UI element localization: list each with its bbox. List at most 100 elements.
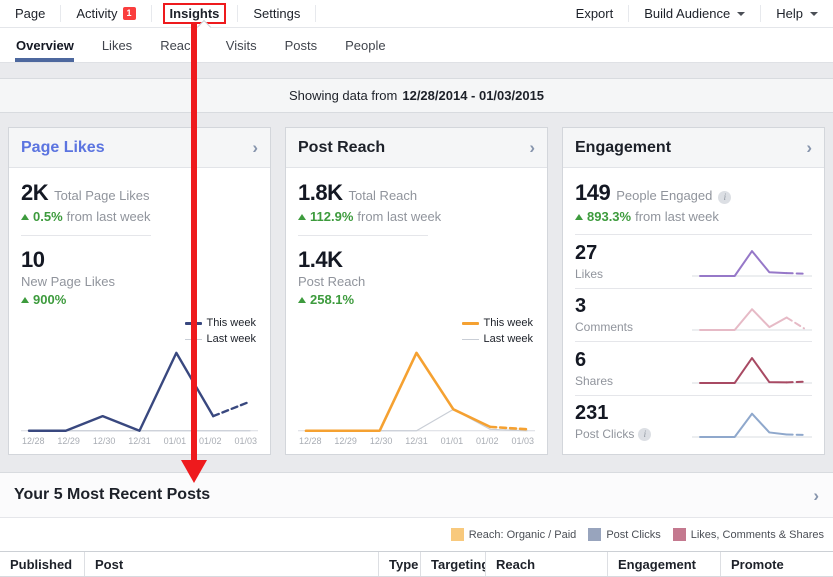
recent-posts-header[interactable]: Your 5 Most Recent Posts › [0, 473, 833, 518]
spacer [0, 455, 833, 472]
spacer [0, 113, 833, 127]
tab-reach[interactable]: Reach [146, 38, 212, 53]
x-axis-tick-label: 12/28 [299, 436, 322, 446]
engagement-title: Engagement [575, 139, 671, 157]
post-clicks-metric: 231 Post Clicks i [575, 402, 651, 441]
nav-item-activity[interactable]: Activity 1 [61, 5, 151, 22]
comments-row: 3 Comments [575, 288, 812, 342]
admin-nav-left: Page Activity 1 Insights Settings [0, 0, 316, 27]
legend-last-week: Last week [462, 333, 533, 345]
active-tab-indicator [15, 58, 74, 62]
post-clicks-label-text: Post Clicks [575, 427, 634, 441]
people-engaged-value: 149 [575, 180, 610, 206]
delta-percent: 112.9% [310, 209, 353, 224]
column-header-targeting: Targeting [420, 552, 485, 576]
info-icon[interactable]: i [718, 191, 731, 204]
date-range-bar: Showing data from 12/28/2014 - 01/03/201… [0, 78, 833, 113]
post-reach-value: 1.4K [298, 247, 535, 273]
new-page-likes-label: New Page Likes [21, 274, 258, 289]
total-page-likes-metric: 2K Total Page Likes [21, 180, 258, 206]
post-reach-card: Post Reach › 1.8K Total Reach 112.9% fro… [285, 127, 548, 455]
column-header-promote: Promote [720, 552, 833, 576]
divider [298, 235, 428, 236]
increase-arrow-icon [21, 214, 29, 220]
posts-table-header: Published Post Type Targeting Reach Enga… [0, 551, 833, 577]
total-page-likes-value: 2K [21, 180, 48, 206]
nav-item-settings[interactable]: Settings [238, 5, 316, 22]
nav-item-insights-label: Insights [170, 6, 220, 21]
post-clicks-legend-swatch [588, 528, 601, 541]
build-audience-dropdown[interactable]: Build Audience [628, 5, 760, 22]
recent-posts-section: Your 5 Most Recent Posts › Reach: Organi… [0, 472, 833, 577]
legend-label: Last week [206, 333, 256, 345]
nav-item-settings-label: Settings [253, 6, 300, 21]
column-header-post: Post [84, 552, 378, 576]
post-clicks-label: Post Clicks i [575, 427, 651, 441]
tab-people[interactable]: People [331, 38, 399, 53]
total-reach-metric: 1.8K Total Reach [298, 180, 535, 206]
export-label: Export [576, 6, 614, 21]
likes-comments-shares-legend-swatch [673, 528, 686, 541]
engagement-card: Engagement › 149 People Engaged i 893.3%… [562, 127, 825, 455]
post-clicks-row: 231 Post Clicks i [575, 395, 812, 449]
delta-suffix: from last week [67, 209, 151, 224]
dropdown-caret-icon [810, 12, 818, 16]
overview-cards-row: Page Likes › 2K Total Page Likes 0.5% fr… [0, 127, 833, 455]
page-likes-card-header[interactable]: Page Likes › [9, 128, 270, 168]
likes-label: Likes [575, 267, 603, 281]
tab-visits[interactable]: Visits [212, 38, 271, 53]
legend-label: Reach: Organic / Paid [469, 529, 577, 541]
engagement-card-header[interactable]: Engagement › [563, 128, 824, 168]
legend-likes-comments-shares: Likes, Comments & Shares [673, 528, 824, 541]
tab-overview[interactable]: Overview [2, 38, 88, 53]
last-week-swatch [462, 339, 479, 340]
legend-label: This week [483, 317, 533, 329]
x-axis-tick-label: 01/02 [476, 436, 499, 446]
info-icon[interactable]: i [638, 428, 651, 441]
post-reach-metric: 1.4K Post Reach 258.1% [298, 247, 535, 307]
column-header-published: Published [0, 552, 84, 576]
total-page-likes-label: Total Page Likes [54, 188, 149, 203]
x-axis-tick-label: 01/03 [511, 436, 534, 446]
nav-item-page[interactable]: Page [0, 5, 61, 22]
engagement-card-body: 149 People Engaged i 893.3% from last we… [563, 168, 824, 454]
export-button[interactable]: Export [561, 5, 629, 22]
legend-reach: Reach: Organic / Paid [451, 528, 577, 541]
help-dropdown[interactable]: Help [760, 5, 833, 22]
x-axis-tick-label: 01/02 [199, 436, 222, 446]
new-page-likes-delta: 900% [21, 292, 258, 307]
this-week-swatch [462, 322, 479, 325]
nav-item-page-label: Page [15, 6, 45, 21]
tab-likes[interactable]: Likes [88, 38, 146, 53]
x-axis-tick-label: 12/30 [93, 436, 116, 446]
comments-metric: 3 Comments [575, 295, 633, 334]
help-label: Help [776, 6, 803, 21]
nav-item-insights[interactable]: Insights [152, 5, 239, 22]
legend-post-clicks: Post Clicks [588, 528, 660, 541]
x-axis-tick-label: 12/30 [370, 436, 393, 446]
x-axis-tick-label: 12/28 [22, 436, 45, 446]
reach-legend-swatch [451, 528, 464, 541]
new-page-likes-value: 10 [21, 247, 258, 273]
delta-percent: 893.3% [587, 209, 631, 224]
tab-posts[interactable]: Posts [271, 38, 332, 53]
total-reach-value: 1.8K [298, 180, 342, 206]
column-header-type: Type [378, 552, 420, 576]
chevron-right-icon: › [806, 139, 812, 156]
people-engaged-delta: 893.3% from last week [575, 209, 812, 224]
shares-label: Shares [575, 374, 613, 388]
post-clicks-sparkline [692, 405, 812, 439]
page-likes-card-body: 2K Total Page Likes 0.5% from last week … [9, 168, 270, 454]
date-range-value: 12/28/2014 - 01/03/2015 [402, 88, 544, 103]
column-header-reach: Reach [485, 552, 607, 576]
build-audience-label: Build Audience [644, 6, 730, 21]
activity-count-badge: 1 [123, 7, 136, 20]
post-reach-card-header[interactable]: Post Reach › [286, 128, 547, 168]
page-likes-chart-legend: This week Last week [185, 317, 256, 345]
dropdown-caret-icon [737, 12, 745, 16]
legend-this-week: This week [185, 317, 256, 329]
this-week-swatch [185, 322, 202, 325]
